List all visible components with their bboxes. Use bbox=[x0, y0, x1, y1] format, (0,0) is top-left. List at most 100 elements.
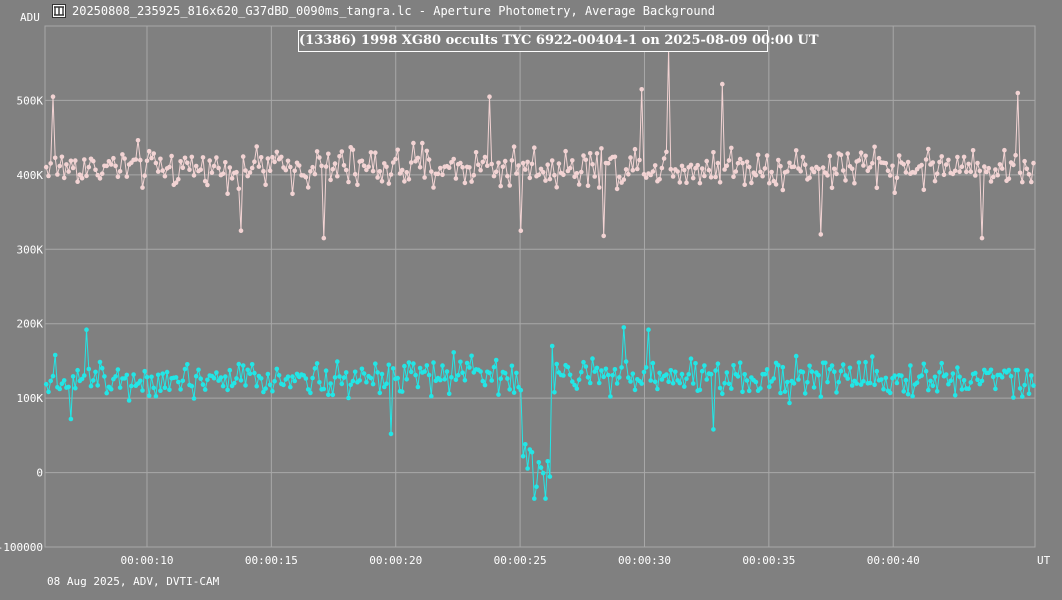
data-point-target bbox=[223, 374, 228, 379]
data-point-comparison bbox=[957, 169, 962, 175]
data-point-comparison bbox=[113, 163, 118, 169]
data-point-comparison bbox=[840, 168, 846, 173]
data-point-comparison bbox=[856, 158, 862, 163]
data-point-target bbox=[670, 380, 676, 386]
data-point-comparison bbox=[926, 146, 931, 152]
data-point-target bbox=[460, 370, 465, 376]
data-point-comparison bbox=[397, 171, 403, 176]
data-point-comparison bbox=[247, 170, 253, 175]
data-point-target bbox=[579, 369, 584, 375]
data-point-comparison bbox=[982, 164, 987, 169]
data-point-comparison bbox=[252, 159, 257, 164]
data-point-comparison bbox=[549, 158, 555, 163]
data-point-comparison bbox=[903, 170, 909, 175]
data-point-target bbox=[202, 387, 208, 392]
data-point-comparison bbox=[999, 166, 1005, 171]
data-point-comparison bbox=[377, 169, 383, 174]
data-point-comparison bbox=[108, 162, 114, 167]
data-point-target bbox=[720, 391, 725, 397]
data-point-comparison bbox=[209, 170, 215, 175]
data-point-target bbox=[155, 372, 161, 378]
data-point-comparison bbox=[762, 166, 768, 171]
data-point-target bbox=[587, 380, 593, 386]
chart-title: (13386) 1998 XG80 occults TYC 6922-00404… bbox=[298, 30, 819, 52]
data-point-comparison bbox=[326, 151, 331, 157]
data-point-comparison bbox=[330, 166, 336, 172]
data-point-target bbox=[796, 377, 801, 382]
data-point-comparison bbox=[111, 155, 116, 161]
data-point-target bbox=[523, 442, 528, 447]
data-point-target bbox=[843, 373, 848, 378]
data-point-comparison bbox=[628, 155, 633, 160]
data-point-comparison bbox=[832, 166, 837, 172]
series-comparison bbox=[43, 47, 1036, 241]
data-point-comparison bbox=[350, 147, 356, 153]
data-point-comparison bbox=[726, 158, 732, 163]
data-point-target bbox=[258, 376, 264, 381]
y-tick-label-6: 500K bbox=[17, 94, 44, 107]
data-point-comparison bbox=[959, 164, 965, 169]
data-point-target bbox=[43, 381, 49, 387]
data-point-comparison bbox=[518, 228, 524, 233]
data-point-comparison bbox=[990, 174, 996, 180]
data-point-target bbox=[50, 373, 56, 379]
data-point-comparison bbox=[731, 174, 736, 180]
data-point-target bbox=[214, 370, 219, 375]
data-point-target bbox=[608, 394, 613, 399]
data-point-comparison bbox=[97, 176, 103, 181]
data-point-target bbox=[737, 360, 743, 366]
data-point-comparison bbox=[601, 233, 606, 239]
data-point-comparison bbox=[223, 160, 228, 165]
data-point-target bbox=[189, 383, 195, 389]
data-point-comparison bbox=[473, 150, 479, 155]
data-point-target bbox=[193, 373, 199, 379]
data-point-comparison bbox=[75, 179, 80, 184]
data-point-target bbox=[809, 369, 815, 375]
data-point-comparison bbox=[746, 164, 752, 170]
data-point-comparison bbox=[733, 169, 739, 174]
data-point-comparison bbox=[180, 165, 186, 171]
data-point-comparison bbox=[811, 169, 817, 175]
data-point-comparison bbox=[48, 161, 53, 166]
data-point-comparison bbox=[249, 165, 255, 171]
data-point-target bbox=[493, 357, 499, 363]
data-point-comparison bbox=[323, 164, 329, 169]
data-point-target bbox=[693, 361, 698, 366]
data-point-comparison bbox=[764, 153, 770, 158]
data-point-target bbox=[227, 367, 233, 373]
data-point-comparison bbox=[70, 165, 76, 171]
data-point-comparison bbox=[724, 163, 730, 169]
data-point-target bbox=[249, 362, 255, 367]
data-point-comparison bbox=[1017, 170, 1023, 176]
data-point-comparison bbox=[234, 169, 239, 175]
data-point-target bbox=[285, 374, 291, 380]
data-point-comparison bbox=[178, 159, 183, 164]
data-point-target bbox=[529, 450, 535, 455]
data-point-target bbox=[605, 372, 611, 378]
data-point-target bbox=[923, 368, 929, 374]
data-point-target bbox=[939, 360, 944, 366]
data-point-target bbox=[666, 379, 671, 385]
data-point-comparison bbox=[500, 164, 506, 170]
data-point-comparison bbox=[296, 163, 302, 168]
data-point-comparison bbox=[993, 167, 998, 172]
data-point-comparison bbox=[189, 154, 195, 160]
data-point-target bbox=[498, 376, 504, 382]
data-point-target bbox=[272, 378, 277, 384]
data-point-comparison bbox=[509, 158, 515, 163]
data-point-target bbox=[664, 372, 669, 377]
x-tick-label-2: 00:00:20 bbox=[369, 554, 422, 567]
data-point-target bbox=[458, 359, 463, 365]
data-point-comparison bbox=[485, 163, 490, 168]
data-point-comparison bbox=[1013, 152, 1018, 158]
data-point-target bbox=[655, 386, 660, 392]
data-point-comparison bbox=[594, 151, 600, 156]
data-point-comparison bbox=[214, 155, 219, 160]
data-point-target bbox=[79, 376, 85, 382]
data-point-comparison bbox=[95, 172, 100, 178]
y-tick-label-2: 100K bbox=[17, 392, 44, 405]
data-point-comparison bbox=[612, 154, 618, 160]
data-point-comparison bbox=[635, 166, 640, 172]
data-point-target bbox=[140, 388, 145, 393]
data-point-target bbox=[549, 343, 555, 349]
